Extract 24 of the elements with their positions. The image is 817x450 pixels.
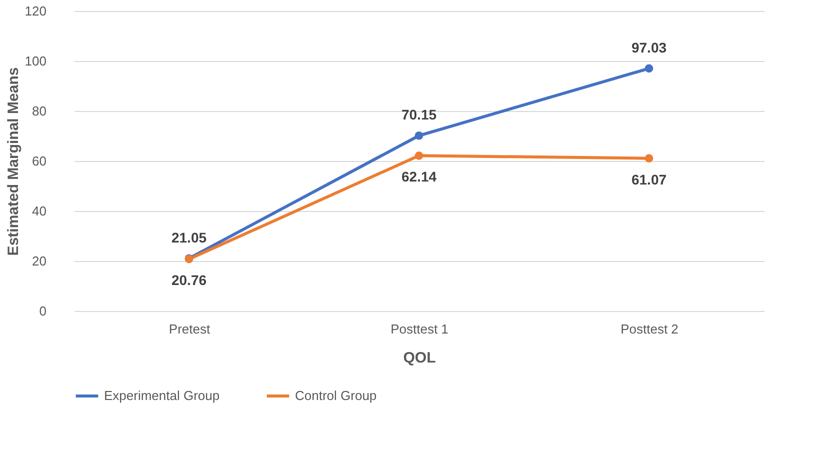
y-tick-label: 120: [24, 4, 46, 18]
y-tick-label: 40: [32, 204, 46, 218]
data-label: 21.05: [171, 229, 207, 246]
x-axis-title: QOL: [403, 350, 436, 366]
y-tick-label: 60: [32, 154, 46, 168]
legend-label: Experimental Group: [104, 388, 220, 403]
point: [414, 151, 424, 160]
data-label: 97.03: [631, 39, 667, 56]
data-label: 62.14: [401, 168, 437, 185]
legend-label: Control Group: [295, 388, 377, 403]
point: [414, 131, 424, 140]
data-label: 70.15: [401, 106, 437, 123]
y-tick-label: 20: [32, 254, 46, 268]
data-label: 20.76: [171, 272, 207, 288]
x-tick-label: Posttest 1: [390, 322, 448, 336]
y-tick-label: 100: [24, 54, 46, 68]
y-tick-label: 0: [39, 304, 46, 318]
y-axis-title: Estimated Marginal Means: [4, 67, 22, 256]
y-tick-label: 80: [32, 104, 46, 118]
point: [644, 154, 654, 162]
x-tick-label: Posttest 2: [620, 322, 678, 336]
data-label: 61.07: [631, 171, 667, 188]
point: [644, 64, 654, 73]
x-tick-label: Pretest: [168, 322, 210, 336]
